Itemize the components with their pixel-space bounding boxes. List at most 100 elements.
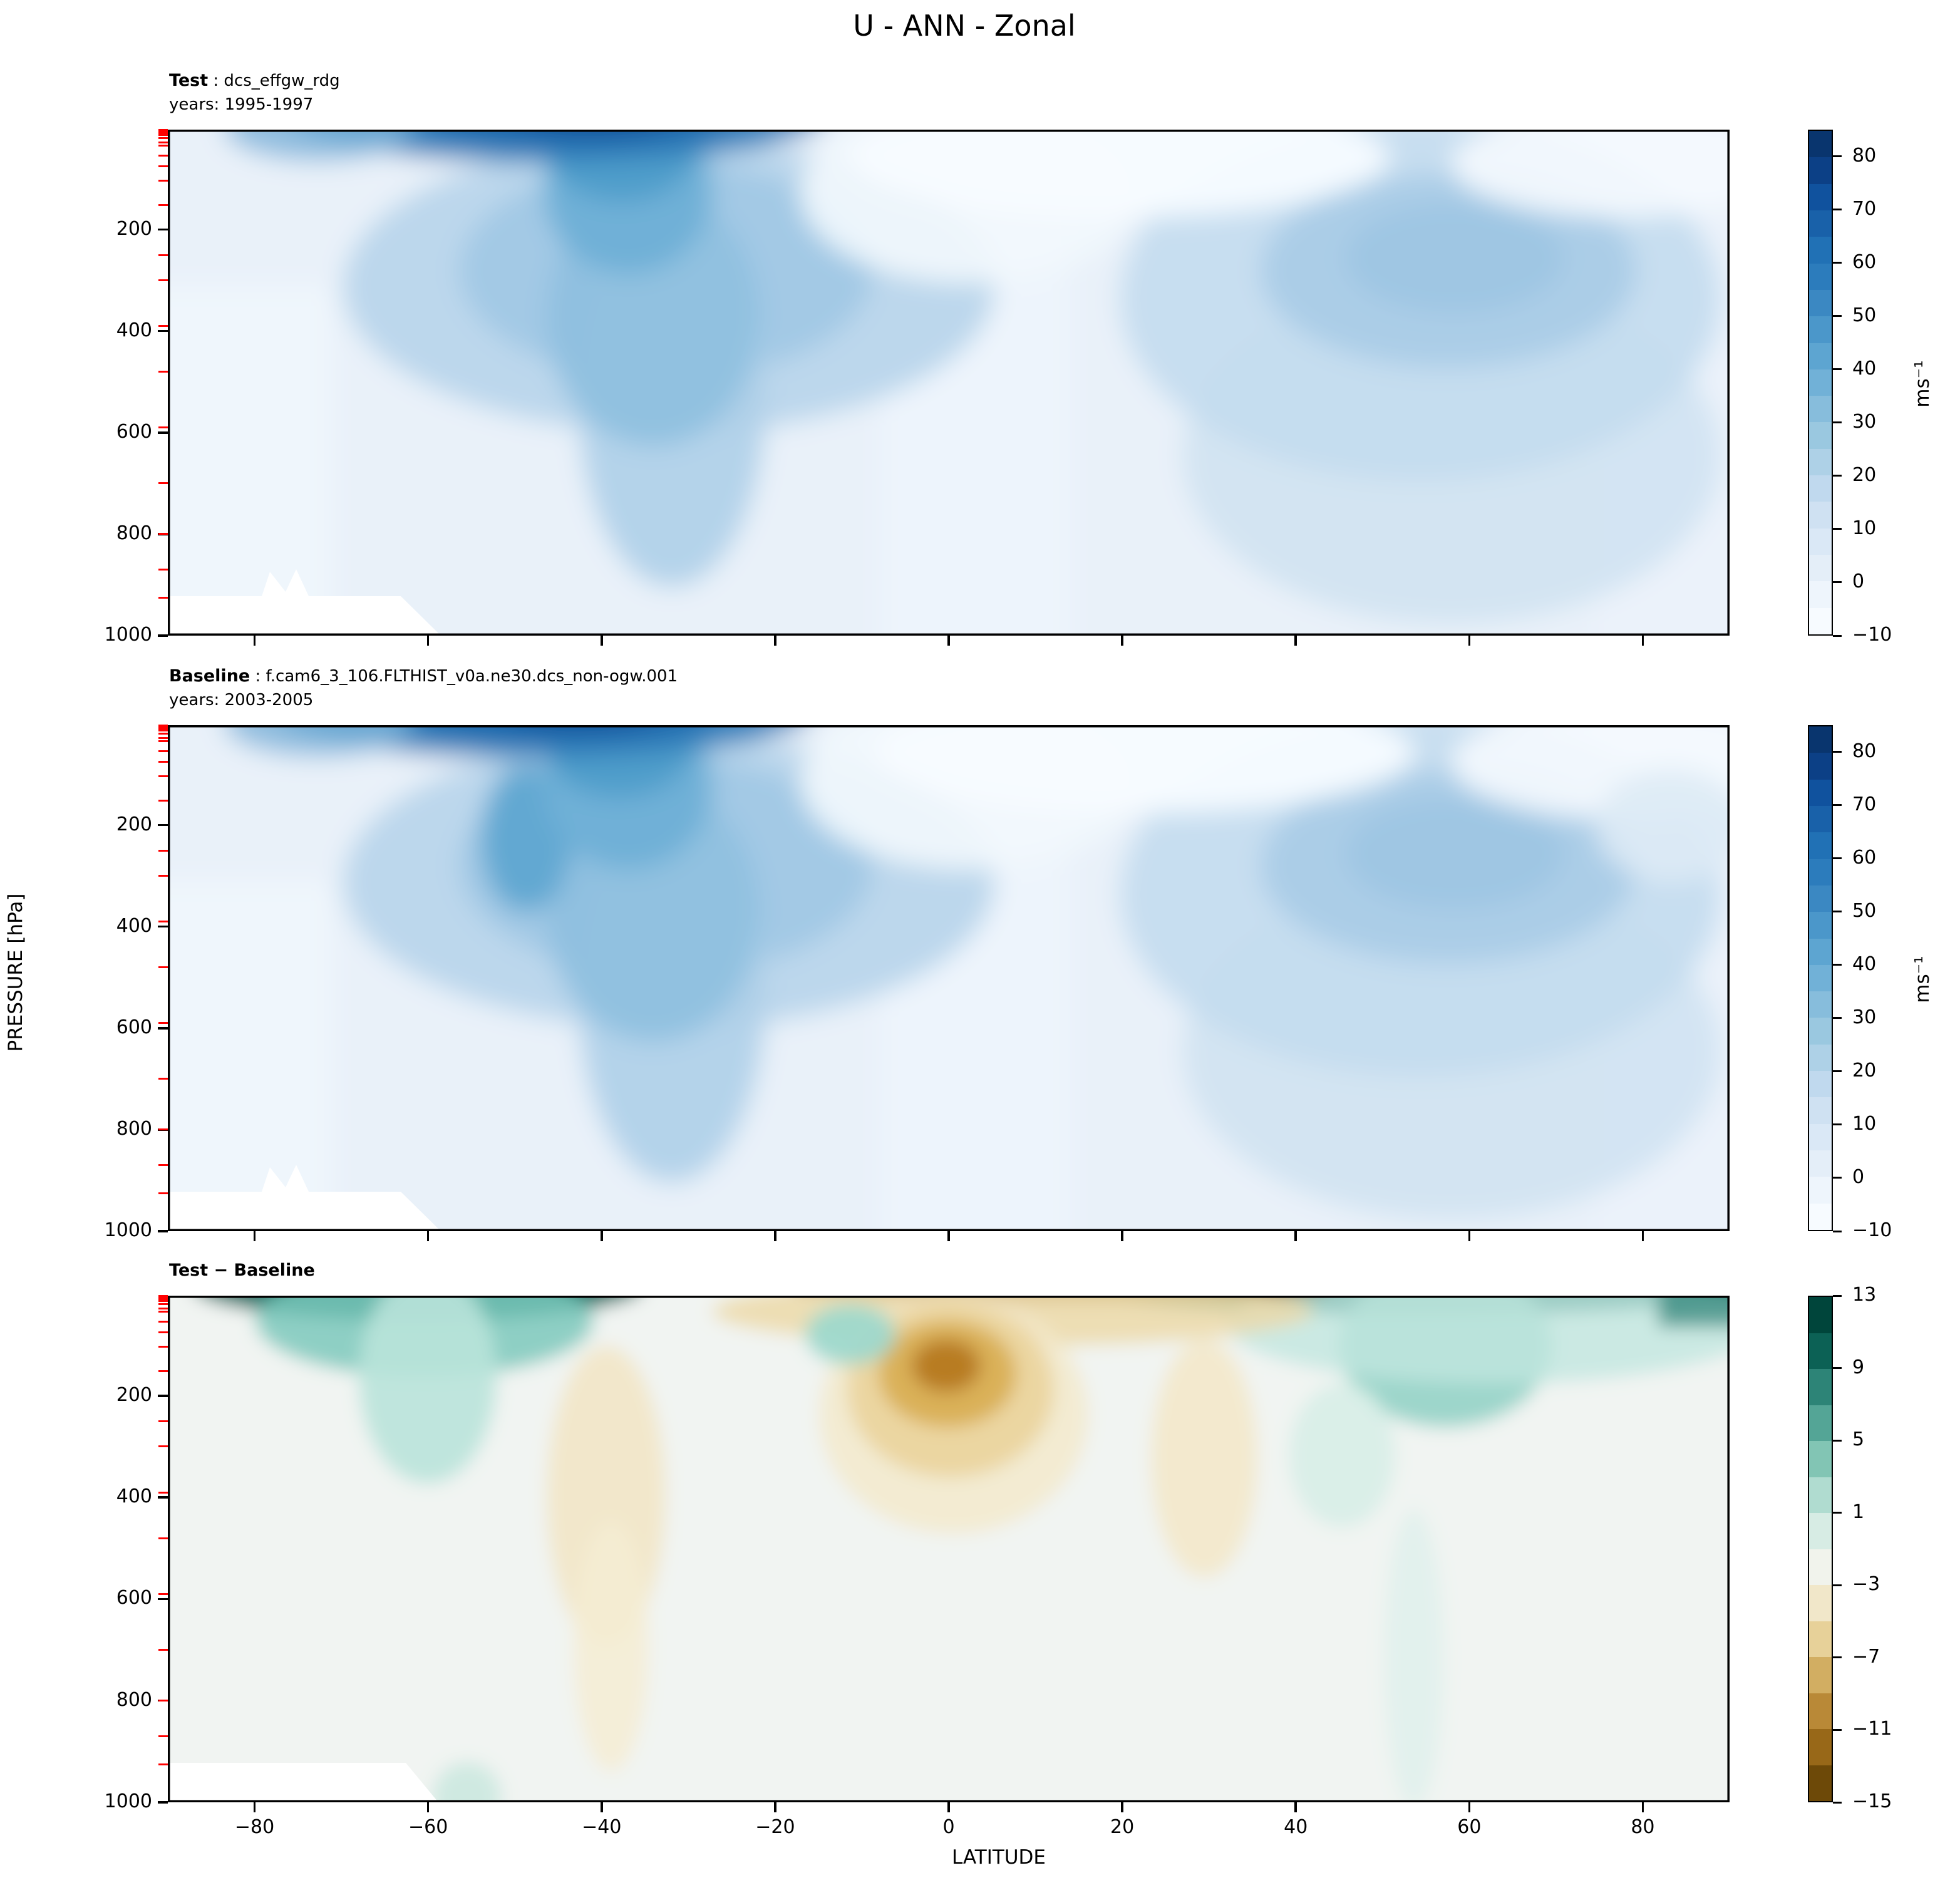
test-case-name: : dcs_effgw_rdg — [208, 71, 340, 90]
y-tick-mark — [158, 431, 168, 434]
colorbar-tick-label: 60 — [1852, 846, 1877, 869]
colorbar-tick-label: −15 — [1852, 1790, 1892, 1812]
colorbar-tick-mark — [1833, 368, 1842, 371]
model-level-red-tick — [158, 730, 168, 732]
x-tick-mark — [1294, 1231, 1297, 1241]
model-level-red-tick — [158, 134, 168, 137]
colorbar-segment — [1809, 859, 1832, 885]
test-colorbar — [1808, 130, 1833, 636]
colorbar-tick-label: 20 — [1852, 463, 1877, 486]
model-level-red-tick — [158, 1192, 168, 1194]
y-tick-label: 800 — [116, 1688, 152, 1711]
colorbar-segment — [1809, 1765, 1832, 1801]
x-tick-mark — [1468, 1802, 1471, 1812]
colorbar-tick-label: 1 — [1852, 1500, 1865, 1523]
colorbar-segment — [1809, 1585, 1832, 1621]
test-panel-header: Test : dcs_effgw_rdg — [169, 70, 340, 91]
colorbar-tick-mark — [1833, 475, 1842, 477]
y-tick-mark — [158, 1230, 168, 1232]
colorbar-segment — [1809, 369, 1832, 396]
model-level-red-tick — [158, 165, 168, 167]
colorbar-tick-mark — [1833, 964, 1842, 966]
model-level-red-tick — [158, 1491, 168, 1494]
x-tick-label: 20 — [1110, 1816, 1135, 1838]
colorbar-tick-mark — [1833, 528, 1842, 530]
colorbar-segment — [1809, 1333, 1832, 1369]
model-level-red-tick — [158, 132, 168, 135]
x-tick-mark — [1468, 1231, 1471, 1241]
colorbar-segment — [1809, 1071, 1832, 1098]
diff-panel-header: Test − Baseline — [169, 1260, 315, 1281]
colorbar-segment — [1809, 1405, 1832, 1441]
colorbar-segment — [1809, 726, 1832, 753]
colorbar-tick-mark — [1833, 155, 1842, 158]
colorbar-tick-mark — [1833, 1294, 1842, 1297]
colorbar-tick-mark — [1833, 1017, 1842, 1020]
colorbar-segment — [1809, 805, 1832, 833]
x-tick-mark — [774, 1231, 776, 1241]
colorbar-segment — [1809, 1177, 1832, 1204]
y-tick-mark — [158, 329, 168, 333]
colorbar-segment — [1809, 1513, 1832, 1549]
colorbar-tick-label: 20 — [1852, 1059, 1877, 1082]
colorbar-tick-mark — [1833, 1070, 1842, 1073]
model-level-red-tick — [158, 1078, 168, 1080]
colorbar-segment — [1809, 1369, 1832, 1405]
colorbar-tick-mark — [1833, 262, 1842, 264]
model-level-red-tick — [158, 966, 168, 969]
difference-contour-svg — [168, 1296, 1730, 1802]
colorbar-tick-label: 30 — [1852, 410, 1877, 433]
colorbar-segment — [1809, 779, 1832, 806]
model-level-red-tick — [158, 1164, 168, 1167]
model-level-red-tick — [158, 875, 168, 877]
colorbar-tick-mark — [1833, 857, 1842, 860]
colorbar-segment — [1809, 964, 1832, 992]
x-axis-label: LATITUDE — [952, 1846, 1046, 1869]
model-level-red-tick — [158, 740, 168, 743]
x-tick-label: −40 — [582, 1816, 622, 1838]
x-tick-mark — [426, 1802, 430, 1812]
y-tick-label: 1000 — [104, 624, 152, 646]
model-level-red-tick — [158, 736, 168, 739]
colorbar-tick-label: 10 — [1852, 1112, 1877, 1135]
model-level-red-tick — [158, 204, 168, 207]
x-tick-mark — [1641, 1231, 1644, 1241]
x-tick-mark — [253, 636, 256, 646]
model-level-red-tick — [158, 1700, 168, 1702]
colorbar-tick-mark — [1833, 1656, 1842, 1659]
terrain-mask — [168, 1165, 441, 1231]
x-tick-mark — [1121, 1802, 1123, 1812]
model-level-red-tick — [158, 279, 168, 282]
model-level-red-tick — [158, 1345, 168, 1348]
x-tick-mark — [1641, 636, 1644, 646]
colorbar-tick-label: 5 — [1852, 1428, 1865, 1451]
model-level-red-tick — [158, 1320, 168, 1323]
model-level-red-tick — [158, 1593, 168, 1595]
difference-colorbar — [1808, 1296, 1833, 1802]
y-axis-label: PRESSURE [hPa] — [4, 893, 27, 1052]
colorbar-tick-label: 80 — [1852, 144, 1877, 167]
terrain-mask — [168, 569, 441, 636]
colorbar-tick-mark — [1833, 1367, 1842, 1370]
colorbar-segment — [1809, 1150, 1832, 1177]
x-tick-label: 40 — [1284, 1816, 1308, 1838]
x-tick-mark — [947, 1802, 950, 1812]
colorbar-segment — [1809, 1549, 1832, 1585]
terrain-mask — [168, 1763, 438, 1802]
colorbar-segment — [1809, 1097, 1832, 1124]
model-level-red-tick — [158, 1735, 168, 1737]
model-level-red-tick — [158, 426, 168, 429]
colorbar-segment — [1809, 237, 1832, 264]
colorbar-tick-mark — [1833, 581, 1842, 584]
baseline-panel-header: Baseline : f.cam6_3_106.FLTHIST_v0a.ne30… — [169, 666, 678, 687]
x-tick-mark — [1294, 636, 1297, 646]
colorbar-segment — [1809, 832, 1832, 859]
y-tick-label: 400 — [116, 914, 152, 937]
colorbar-tick-label: −7 — [1852, 1645, 1880, 1668]
y-tick-mark — [158, 925, 168, 928]
colorbar-tick-label: 10 — [1852, 517, 1877, 539]
colorbar-tick-mark — [1833, 421, 1842, 424]
colorbar-tick-label: 30 — [1852, 1006, 1877, 1028]
test-contour-plot — [168, 130, 1730, 636]
colorbar-segment — [1809, 912, 1832, 939]
